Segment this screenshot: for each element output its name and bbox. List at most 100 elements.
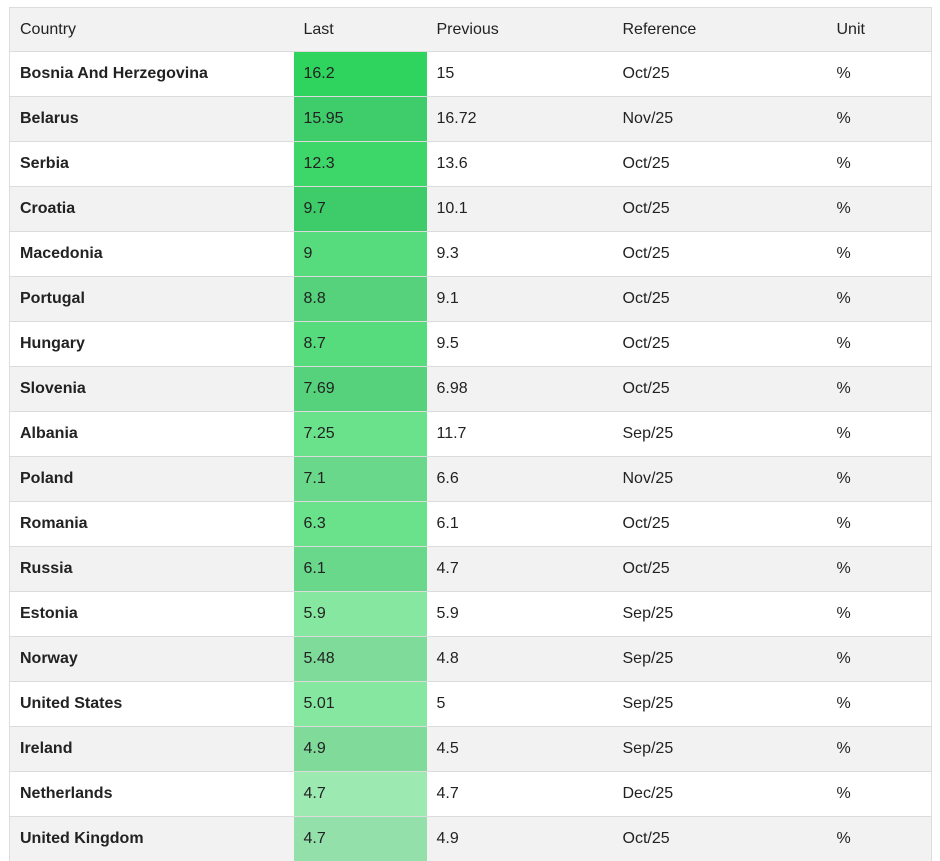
table-cell: %: [827, 547, 932, 592]
table-cell: Netherlands: [10, 772, 294, 817]
table-cell: %: [827, 457, 932, 502]
table-cell: 10.1: [427, 187, 613, 232]
table-cell: Oct/25: [613, 817, 827, 861]
table-cell: 9.1: [427, 277, 613, 322]
table-cell: Sep/25: [613, 412, 827, 457]
table-cell: %: [827, 772, 932, 817]
table-cell: 6.1: [294, 547, 427, 592]
table-cell: 7.69: [294, 367, 427, 412]
table-cell: Poland: [10, 457, 294, 502]
table-cell: Sep/25: [613, 637, 827, 682]
table-cell: 16.2: [294, 52, 427, 97]
table-cell: 5.48: [294, 637, 427, 682]
table-cell: Bosnia And Herzegovina: [10, 52, 294, 97]
table-cell: Norway: [10, 637, 294, 682]
table-cell: 16.72: [427, 97, 613, 142]
table-cell: %: [827, 682, 932, 727]
table-cell: 13.6: [427, 142, 613, 187]
table-cell: 6.6: [427, 457, 613, 502]
table-cell: %: [827, 187, 932, 232]
table-cell: 15: [427, 52, 613, 97]
table-cell: %: [827, 502, 932, 547]
table-cell: %: [827, 277, 932, 322]
table-cell: 4.7: [427, 772, 613, 817]
table-cell: Belarus: [10, 97, 294, 142]
table-cell: 6.3: [294, 502, 427, 547]
table-cell: Sep/25: [613, 727, 827, 772]
table-cell: 4.7: [294, 772, 427, 817]
table-cell: %: [827, 97, 932, 142]
table-cell: Oct/25: [613, 187, 827, 232]
table-cell: %: [827, 817, 932, 861]
table-cell: %: [827, 52, 932, 97]
table-cell: Croatia: [10, 187, 294, 232]
table-cell: 4.9: [427, 817, 613, 861]
table-cell: %: [827, 232, 932, 277]
table-cell: 4.8: [427, 637, 613, 682]
table-cell: 4.7: [294, 817, 427, 861]
table-cell: 9: [294, 232, 427, 277]
table-cell: Estonia: [10, 592, 294, 637]
table-cell: 9.7: [294, 187, 427, 232]
table-cell: Oct/25: [613, 142, 827, 187]
table-cell: Dec/25: [613, 772, 827, 817]
table-cell: Oct/25: [613, 277, 827, 322]
table-cell: 15.95: [294, 97, 427, 142]
table-cell: Romania: [10, 502, 294, 547]
table-cell: 7.1: [294, 457, 427, 502]
table-cell: 6.1: [427, 502, 613, 547]
table-cell: 9.5: [427, 322, 613, 367]
table-cell: 5.9: [294, 592, 427, 637]
table-cell: Sep/25: [613, 592, 827, 637]
table-cell: Russia: [10, 547, 294, 592]
table-cell: Hungary: [10, 322, 294, 367]
table-cell: 4.7: [427, 547, 613, 592]
table-cell: Oct/25: [613, 52, 827, 97]
table-cell: %: [827, 322, 932, 367]
table-cell: Oct/25: [613, 502, 827, 547]
table-cell: %: [827, 367, 932, 412]
table-cell: 5.9: [427, 592, 613, 637]
table-cell: Serbia: [10, 142, 294, 187]
table-cell: 4.9: [294, 727, 427, 772]
table-cell: Oct/25: [613, 232, 827, 277]
table-cell: Nov/25: [613, 457, 827, 502]
table-cell: Oct/25: [613, 367, 827, 412]
table-cell: Oct/25: [613, 322, 827, 367]
table-cell: Sep/25: [613, 682, 827, 727]
table-cell: %: [827, 142, 932, 187]
table-cell: Nov/25: [613, 97, 827, 142]
table-cell: 9.3: [427, 232, 613, 277]
table-cell: 8.7: [294, 322, 427, 367]
table-cell: Oct/25: [613, 547, 827, 592]
table-cell: %: [827, 727, 932, 772]
table-cell: 4.5: [427, 727, 613, 772]
column-header: Last: [294, 8, 427, 52]
column-header: Unit: [827, 8, 932, 52]
table-cell: 6.98: [427, 367, 613, 412]
table-cell: Albania: [10, 412, 294, 457]
table-cell: Slovenia: [10, 367, 294, 412]
table-cell: 5.01: [294, 682, 427, 727]
